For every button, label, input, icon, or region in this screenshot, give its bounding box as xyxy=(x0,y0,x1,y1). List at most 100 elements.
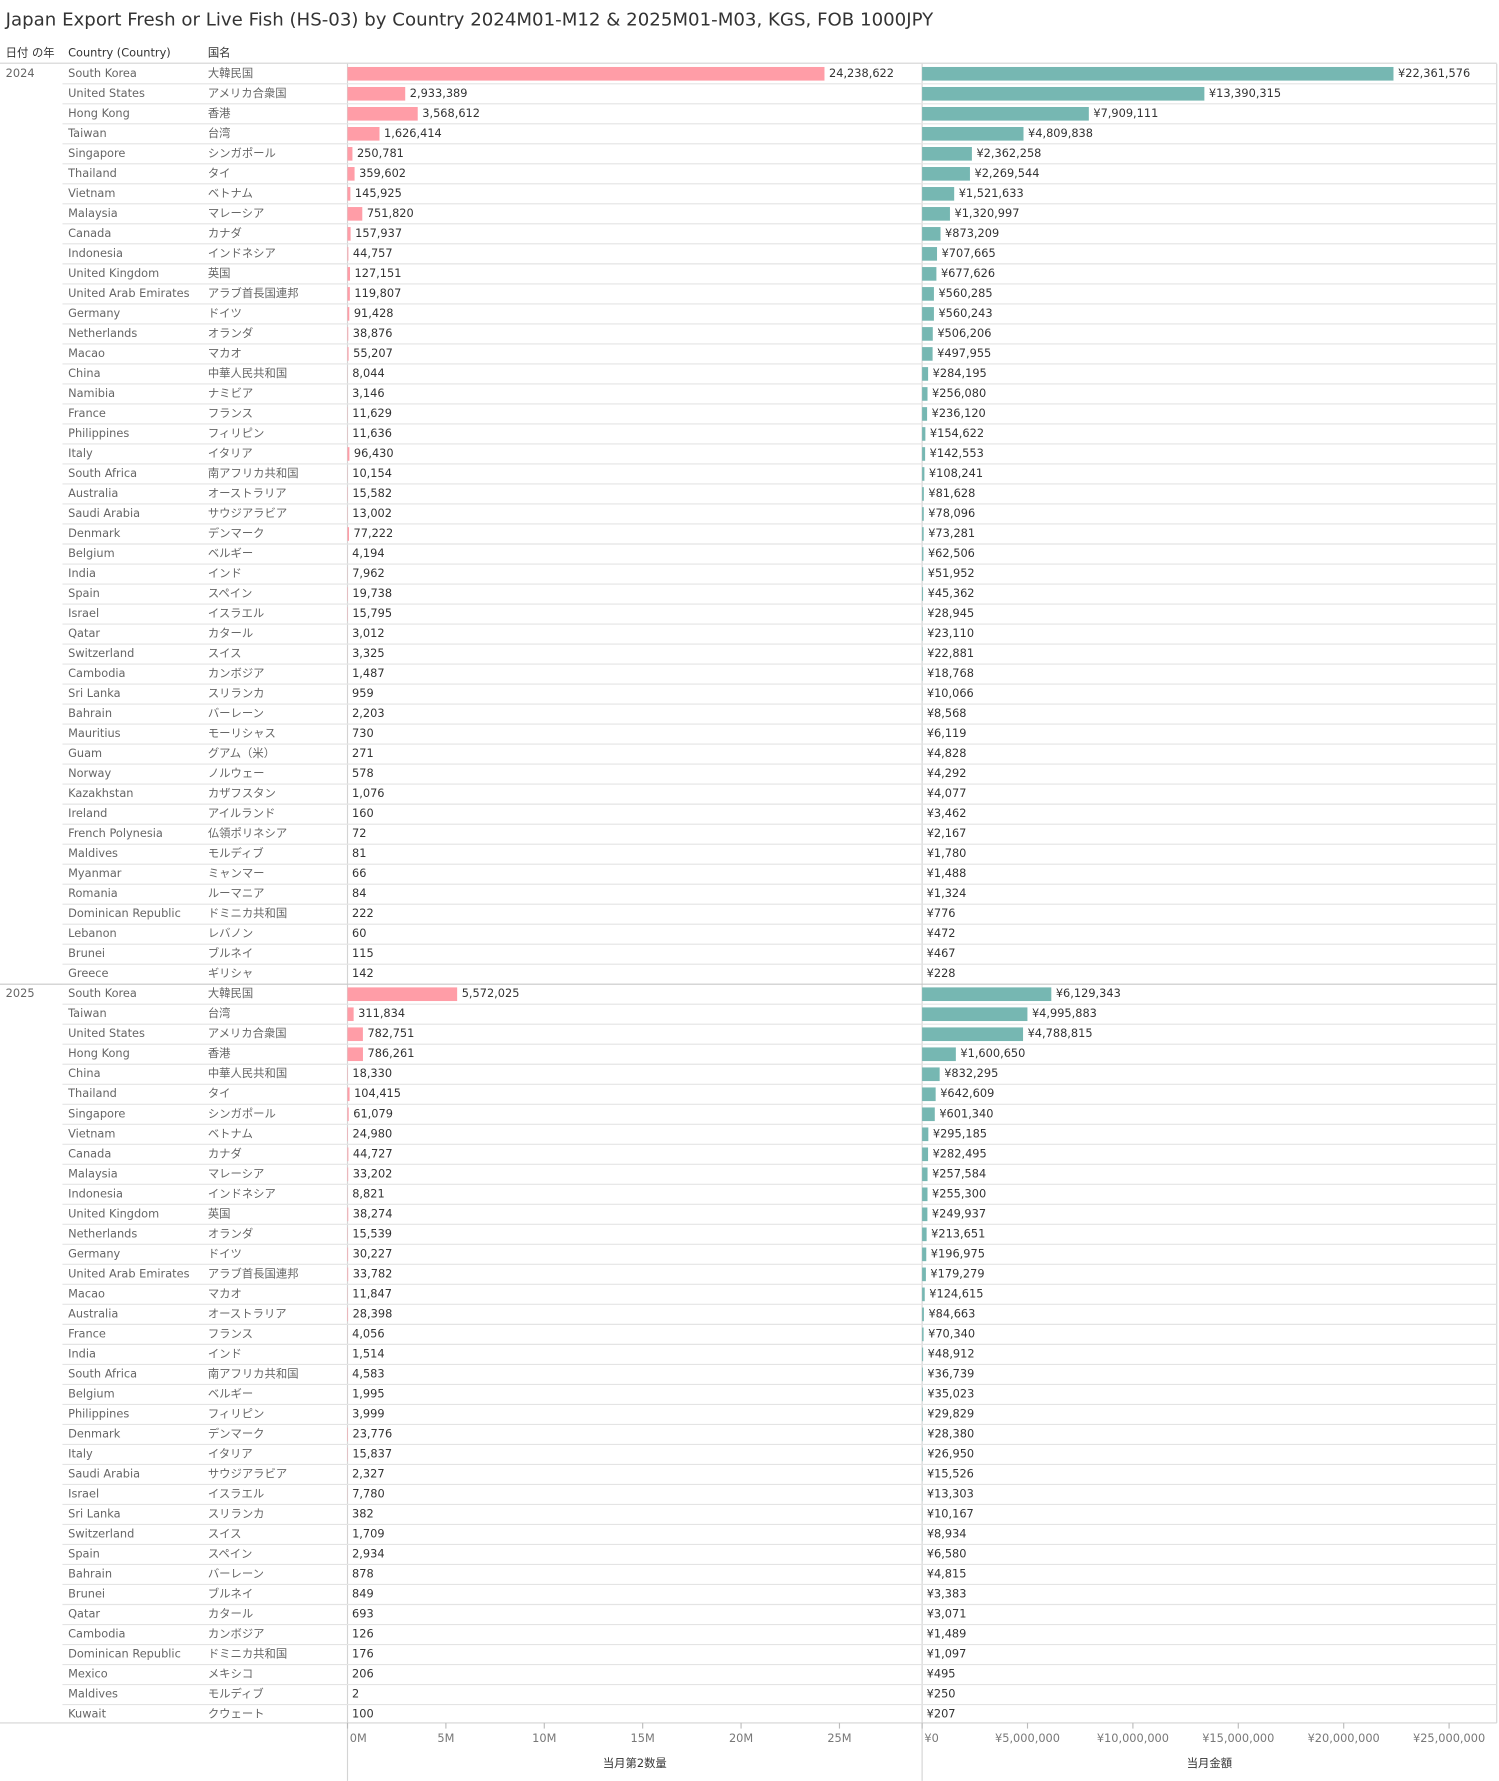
country-label-ja: カンボジア xyxy=(208,666,265,680)
value-label: 786,261 xyxy=(368,1046,415,1060)
value-label: 7,962 xyxy=(352,566,384,580)
country-label: Indonesia xyxy=(68,1186,123,1200)
country-label: China xyxy=(68,1066,100,1080)
value-label: ¥1,780 xyxy=(927,846,967,860)
country-label-ja: モルディブ xyxy=(208,846,264,860)
country-label: Qatar xyxy=(68,626,100,640)
country-label-ja: スリランカ xyxy=(208,1506,265,1520)
bar xyxy=(922,1147,929,1162)
bar xyxy=(347,327,349,341)
bar xyxy=(347,106,418,121)
bar xyxy=(347,1087,350,1102)
value-label: 8,044 xyxy=(352,366,384,380)
country-label: France xyxy=(68,1326,106,1340)
value-label: 91,428 xyxy=(354,306,394,320)
value-label: 77,222 xyxy=(354,526,394,540)
country-label-ja: インドネシア xyxy=(208,1186,276,1200)
country-label-ja: インドネシア xyxy=(208,246,276,260)
country-label: Denmark xyxy=(68,526,121,540)
bar xyxy=(347,1307,349,1322)
bar xyxy=(347,527,350,541)
country-label: Switzerland xyxy=(68,646,134,660)
x-tick-label: 0M xyxy=(350,1731,367,1745)
country-label-ja: フィリピン xyxy=(208,426,265,440)
value-label: ¥1,521,633 xyxy=(959,186,1024,200)
value-label: ¥776 xyxy=(927,906,956,920)
country-label: Switzerland xyxy=(68,1526,134,1540)
bar xyxy=(922,86,1205,101)
country-label: Thailand xyxy=(67,166,117,180)
value-label: 15,539 xyxy=(352,1226,392,1240)
bar xyxy=(922,1207,928,1222)
country-label-ja: タイ xyxy=(208,1086,231,1100)
value-label: ¥3,462 xyxy=(927,806,967,820)
value-label: ¥506,206 xyxy=(937,326,991,340)
bar xyxy=(347,247,349,261)
value-label: 38,274 xyxy=(353,1206,393,1220)
value-label: ¥4,995,883 xyxy=(1032,1006,1097,1020)
value-label: 84 xyxy=(352,886,366,900)
country-label-ja: スリランカ xyxy=(208,686,265,700)
country-label-ja: 大韓民国 xyxy=(208,986,253,1000)
value-label: 2,934 xyxy=(352,1546,384,1560)
value-label: 10,154 xyxy=(352,466,392,480)
bar xyxy=(922,347,933,361)
value-label: 3,999 xyxy=(352,1406,384,1420)
value-label: 7,780 xyxy=(352,1486,384,1500)
value-label: ¥196,975 xyxy=(931,1246,985,1260)
country-label: Spain xyxy=(68,586,100,600)
bar xyxy=(922,1347,924,1362)
value-label: 311,834 xyxy=(358,1006,405,1020)
value-label: ¥257,584 xyxy=(932,1166,986,1180)
country-label-ja: 南アフリカ共和国 xyxy=(208,466,299,480)
country-label: Canada xyxy=(68,1146,111,1160)
country-label: Qatar xyxy=(68,1607,100,1621)
value-label: ¥4,292 xyxy=(927,766,967,780)
country-label: Thailand xyxy=(67,1086,117,1100)
value-label: 751,820 xyxy=(367,206,414,220)
bar xyxy=(922,126,1024,141)
value-label: 72 xyxy=(352,826,366,840)
country-label-ja: グアム（米） xyxy=(208,746,275,760)
value-label: ¥601,340 xyxy=(939,1106,993,1120)
country-label-ja: スペイン xyxy=(208,1546,253,1560)
country-label-ja: マレーシア xyxy=(208,1166,265,1180)
country-label-ja: カタール xyxy=(208,1607,253,1621)
country-label-ja: 香港 xyxy=(208,106,231,120)
value-label: 1,709 xyxy=(352,1526,384,1540)
country-label-ja: 仏領ポリネシア xyxy=(208,826,287,840)
value-label: ¥6,119 xyxy=(927,726,967,740)
value-label: 2 xyxy=(352,1687,359,1701)
value-label: ¥472 xyxy=(927,926,956,940)
value-label: ¥15,526 xyxy=(927,1466,974,1480)
value-label: ¥70,340 xyxy=(928,1326,975,1340)
country-label: Denmark xyxy=(68,1426,121,1440)
country-label-ja: 香港 xyxy=(208,1046,231,1060)
value-label: 3,325 xyxy=(352,646,384,660)
value-label: ¥22,361,576 xyxy=(1398,66,1470,80)
country-label: Cambodia xyxy=(68,666,125,680)
country-label-ja: カナダ xyxy=(208,226,242,240)
axis-title: 当月第2数量 xyxy=(603,1756,667,1770)
bar xyxy=(922,1127,929,1142)
country-label-ja: インド xyxy=(208,1346,242,1360)
bar xyxy=(347,447,350,461)
country-label-ja: オランダ xyxy=(208,1226,253,1240)
bar xyxy=(922,527,924,541)
value-label: 578 xyxy=(352,766,374,780)
country-label: China xyxy=(68,366,100,380)
value-label: ¥4,809,838 xyxy=(1028,126,1093,140)
country-label-ja: アメリカ合衆国 xyxy=(208,86,287,100)
bar xyxy=(347,1207,349,1222)
x-tick-label: ¥20,000,000 xyxy=(1308,1731,1380,1745)
value-label: ¥28,380 xyxy=(927,1426,974,1440)
axis-title: 当月金額 xyxy=(1187,1756,1232,1770)
country-label: Israel xyxy=(68,606,99,620)
country-label-ja: 南アフリカ共和国 xyxy=(208,1366,299,1380)
value-label: 119,807 xyxy=(354,286,401,300)
bar xyxy=(922,106,1089,121)
country-label-ja: マカオ xyxy=(208,346,242,360)
value-label: 13,002 xyxy=(352,506,392,520)
country-label: Guam xyxy=(68,746,102,760)
country-label-ja: デンマーク xyxy=(208,1426,265,1440)
